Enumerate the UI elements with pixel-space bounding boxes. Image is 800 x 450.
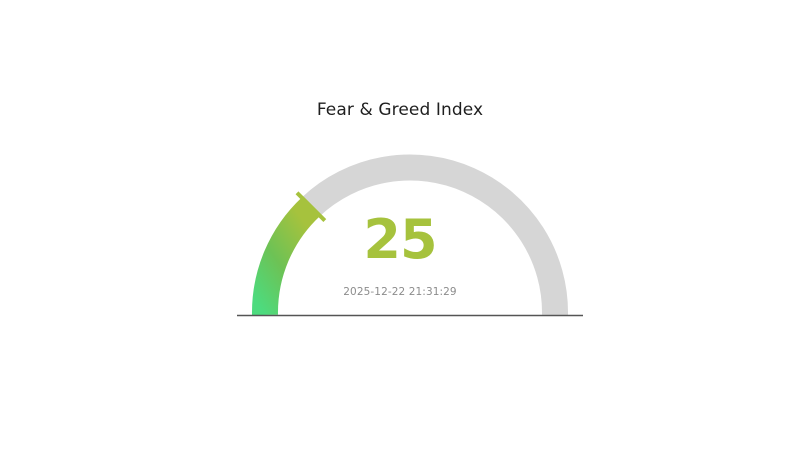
gauge-progress-arc <box>251 197 320 316</box>
gauge-value-marker-icon <box>295 191 327 223</box>
gauge-timestamp: 2025-12-22 21:31:29 <box>343 286 457 298</box>
gauge-value: 25 <box>363 208 437 271</box>
gauge-track-arc <box>302 154 569 316</box>
chart-title: Fear & Greed Index <box>316 100 484 120</box>
